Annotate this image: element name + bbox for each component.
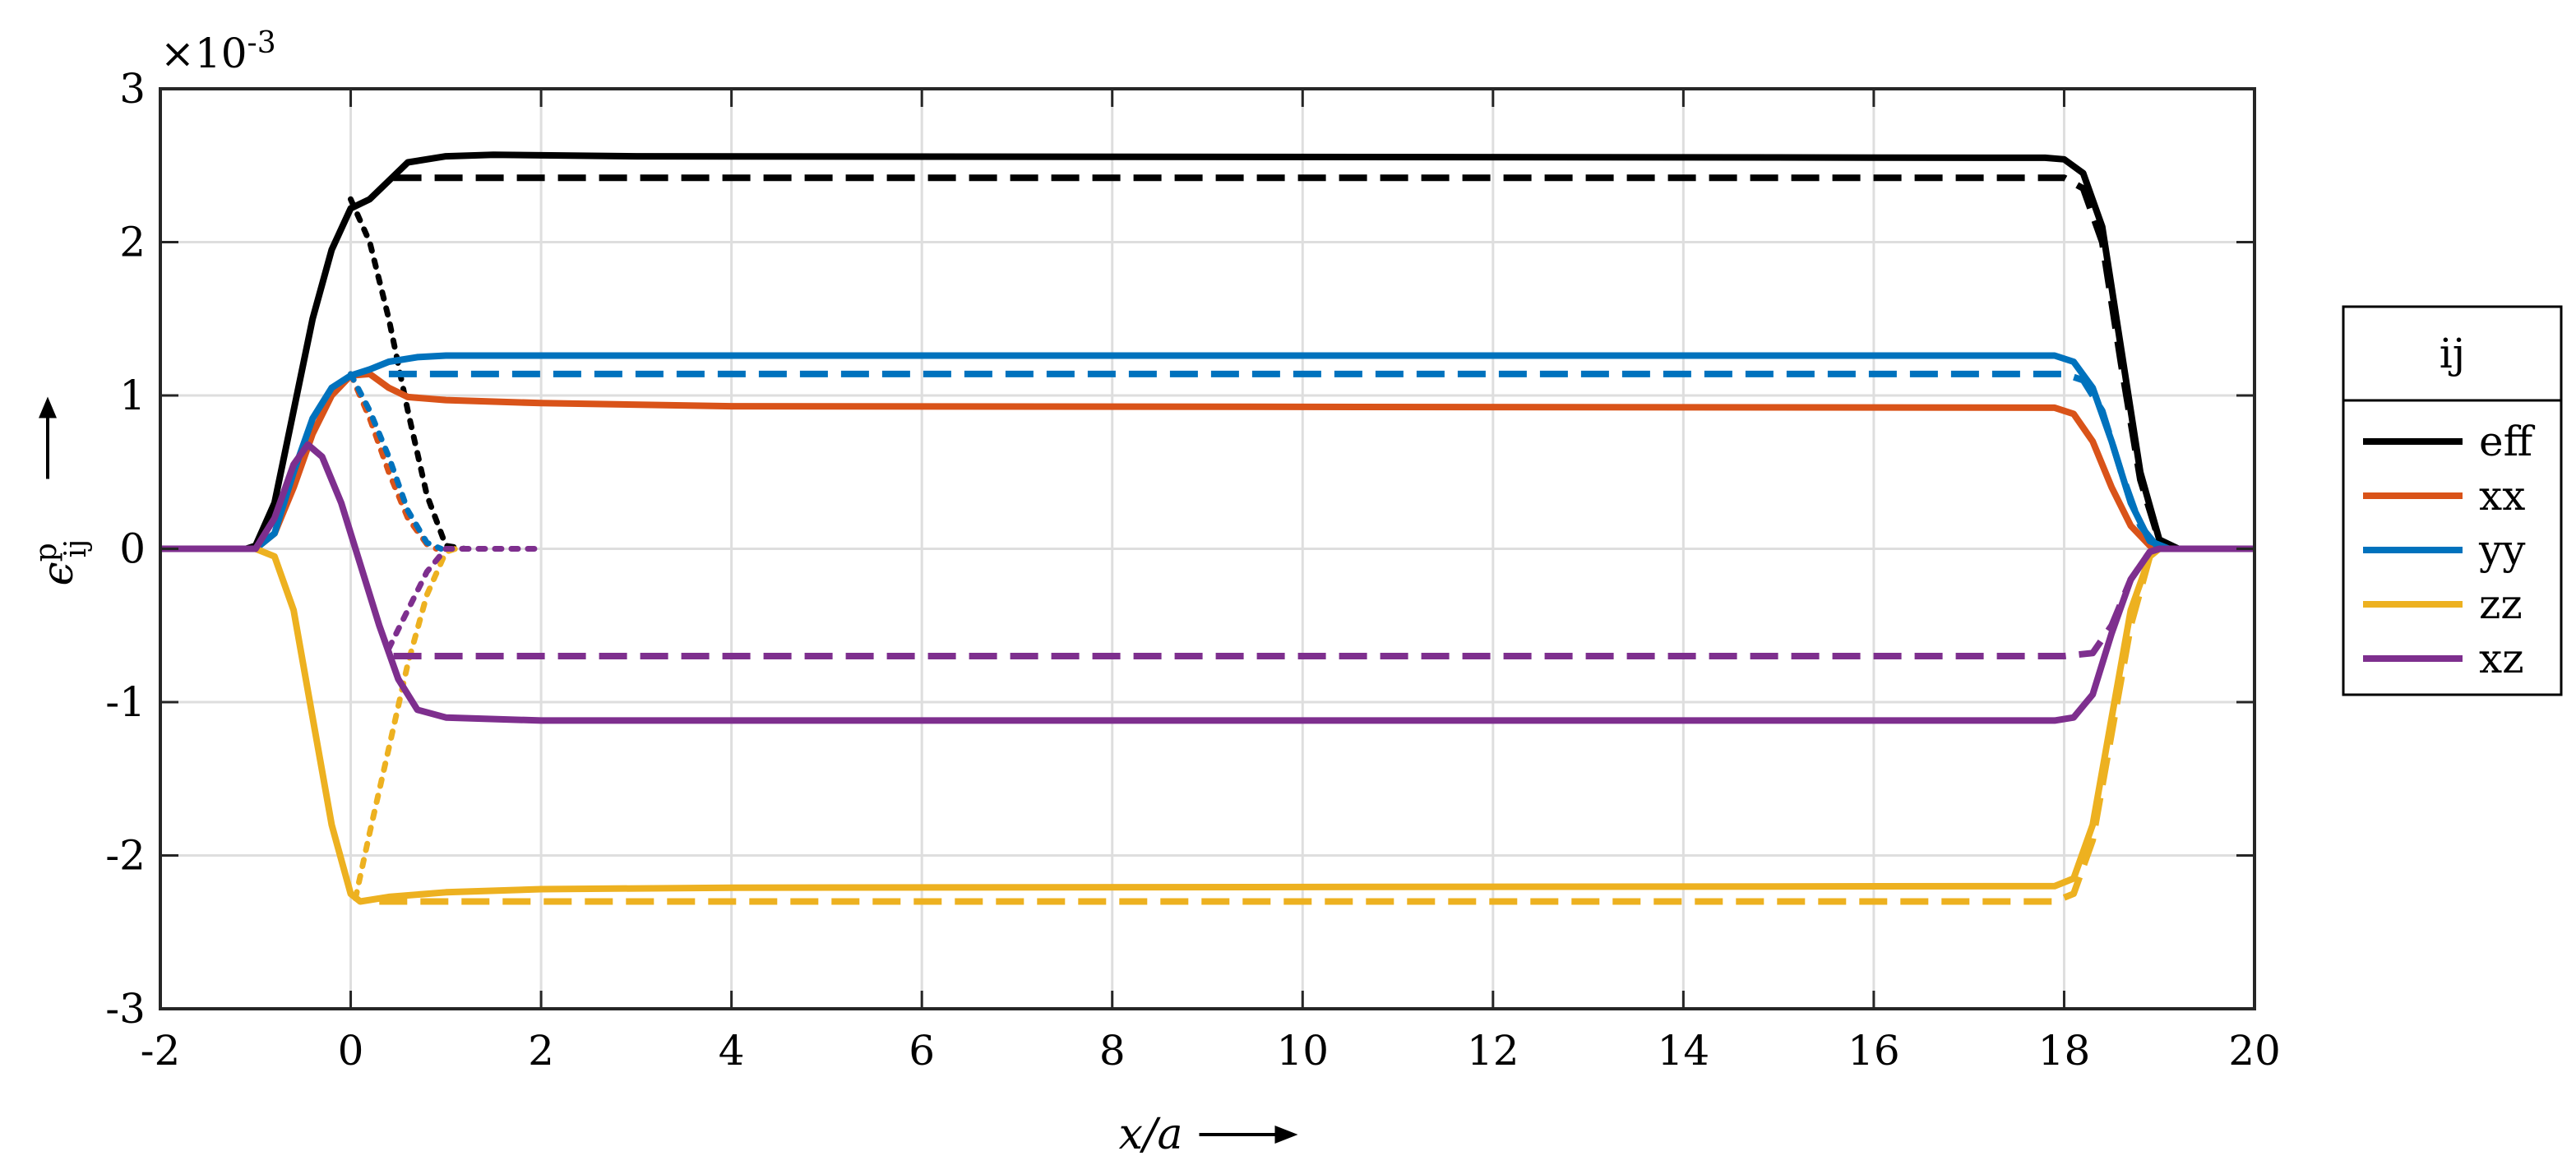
y-tick-label: 3 xyxy=(119,65,146,113)
legend-label-zz: zz xyxy=(2479,580,2523,628)
series-eff-dotted xyxy=(348,196,468,552)
axis-ticks xyxy=(159,87,2256,1010)
legend-label-yy: yy xyxy=(2478,526,2526,574)
x-tick-label: 18 xyxy=(2038,1027,2091,1075)
series-yy-dashed xyxy=(388,370,2162,552)
y-axis-symbol: ϵ xyxy=(34,562,83,585)
y-multiplier-exponent: -3 xyxy=(247,26,276,60)
legend-label-eff: eff xyxy=(2479,418,2536,465)
x-tick-label: 4 xyxy=(719,1027,745,1075)
series-zz-dashed xyxy=(379,546,2162,905)
series-eff-solid xyxy=(160,151,2181,552)
x-axis-label: x/a xyxy=(1119,1110,1183,1159)
x-tick-label: 10 xyxy=(1276,1027,1329,1075)
y-axis-superscript: p xyxy=(30,543,63,562)
y-multiplier-base: ×10 xyxy=(160,30,247,77)
y-axis-label: ϵpij xyxy=(30,539,93,586)
y-tick-label: 1 xyxy=(119,372,146,419)
y-tick-label: 0 xyxy=(119,525,146,573)
series-yy-dotted xyxy=(348,371,444,552)
x-axis-arrow xyxy=(1199,1126,1298,1144)
y-axis-subscript: ij xyxy=(59,539,93,558)
y-multiplier: ×10-3 xyxy=(160,26,276,77)
legend-entries: eff xx yy zz xz xyxy=(2363,418,2536,682)
x-tick-label: -2 xyxy=(141,1027,181,1075)
data-curves xyxy=(160,151,2255,905)
legend: ij eff xx yy zz xz xyxy=(2342,305,2563,696)
x-tick-label: 14 xyxy=(1658,1027,1710,1075)
x-tick-label: 6 xyxy=(909,1027,935,1075)
legend-title: ij xyxy=(2440,330,2466,377)
legend-label-xx: xx xyxy=(2479,472,2525,520)
y-arrow-head xyxy=(39,396,57,418)
x-tick-label: 20 xyxy=(2228,1027,2281,1075)
y-tick-label: -2 xyxy=(105,832,146,880)
y-tick-label: -1 xyxy=(105,678,146,726)
series-xx-solid xyxy=(160,370,2161,552)
legend-box xyxy=(2342,305,2563,696)
series-xz-dashed xyxy=(393,545,2161,659)
y-axis-arrow xyxy=(39,396,57,479)
series-xz-dotted xyxy=(386,546,544,652)
x-tick-label: 0 xyxy=(338,1027,364,1075)
y-axis-label-text: ϵpij xyxy=(30,539,93,586)
x-arrow-head xyxy=(1274,1126,1298,1144)
legend-label-xz: xz xyxy=(2479,635,2524,682)
x-tick-label: 16 xyxy=(1848,1027,1900,1075)
series-xz-solid xyxy=(160,441,2255,724)
x-tick-label: 2 xyxy=(528,1027,554,1075)
y-tick-label: 2 xyxy=(119,219,146,266)
x-tick-label: 8 xyxy=(1099,1027,1126,1075)
x-tick-label: 12 xyxy=(1467,1027,1519,1075)
series-eff-dashed xyxy=(393,174,2180,552)
y-tick-label: -3 xyxy=(105,985,146,1033)
